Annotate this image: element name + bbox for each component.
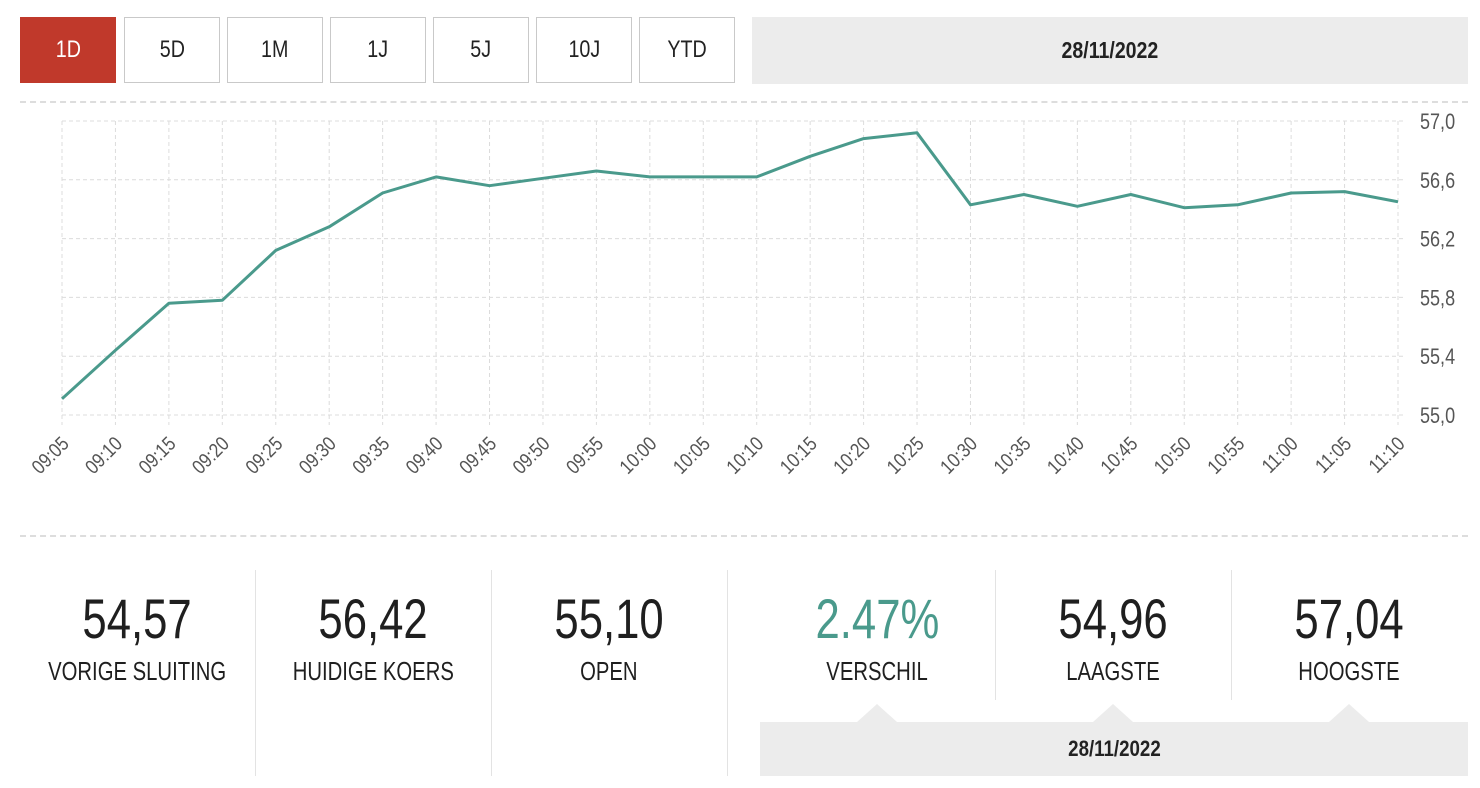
pointer-notch [1329, 704, 1369, 722]
stats-date: 28/11/2022 [760, 722, 1468, 776]
tab-label: 1M [261, 36, 289, 63]
x-tick-label: 11:00 [1257, 432, 1302, 477]
y-axis-ticks: 57,0 56,6 56,2 55,8 55,4 55,0 [1420, 110, 1455, 428]
stat-label-text: LAAGSTE [1066, 656, 1160, 686]
stat-separator [995, 570, 996, 700]
x-tick-label: 10:50 [1149, 432, 1195, 478]
stat-value: 55,10 [492, 586, 726, 651]
x-tick-label: 11:10 [1364, 432, 1409, 477]
tab-label: 1D [55, 36, 81, 63]
stat-open: 55,10 OPEN [492, 568, 726, 776]
stat-change: 2.47% VERSCHIL [760, 568, 994, 776]
price-chart: 57,0 56,6 56,2 55,8 55,4 55,0 09:05 09:10 09:15… [27, 110, 1455, 478]
x-tick-label: 10:30 [935, 432, 981, 478]
stat-value: 54,96 [996, 586, 1230, 651]
stat-label: HUIDIGE KOERS [256, 656, 490, 687]
stat-low: 54,96 LAAGSTE [996, 568, 1230, 776]
stat-value: 2.47% [760, 586, 994, 651]
x-tick-label: 09:45 [455, 432, 501, 478]
x-tick-label: 10:00 [615, 432, 661, 478]
x-tick-label: 10:35 [989, 432, 1035, 478]
stat-value: 57,04 [1232, 586, 1466, 651]
tab-label: 5D [159, 36, 185, 63]
stat-label-text: VERSCHIL [826, 656, 928, 686]
stat-value: 56,42 [256, 586, 490, 651]
stats-date-text: 28/11/2022 [1067, 736, 1161, 761]
tab-1m[interactable]: 1M [227, 17, 323, 83]
x-tick-label: 10:55 [1203, 432, 1249, 478]
stat-label: HOOGSTE [1232, 656, 1466, 687]
price-line [60, 131, 1399, 400]
tab-1d[interactable]: 1D [20, 17, 116, 83]
tab-ytd[interactable]: YTD [639, 17, 735, 83]
stat-separator [727, 570, 728, 776]
x-tick-label: 10:20 [829, 432, 875, 478]
y-tick-label: 57,0 [1420, 110, 1455, 134]
tab-label: 1J [367, 36, 389, 63]
stat-value-text: 55,10 [554, 587, 664, 650]
y-tick-label: 56,6 [1420, 169, 1455, 193]
stat-value-text: 2.47% [815, 587, 939, 650]
tab-10j[interactable]: 10J [536, 17, 632, 83]
x-tick-label: 09:35 [348, 432, 394, 478]
y-tick-label: 55,0 [1420, 404, 1455, 428]
stat-current-price: 56,42 HUIDIGE KOERS [256, 568, 490, 776]
pointer-notch [857, 704, 897, 722]
stat-high: 57,04 HOOGSTE [1232, 568, 1466, 776]
tab-label: 10J [568, 36, 600, 63]
stat-value: 54,57 [20, 586, 254, 651]
divider-middle [20, 535, 1468, 537]
pointer-notch [1093, 704, 1133, 722]
x-tick-label: 10:15 [775, 432, 821, 478]
x-tick-label: 11:05 [1310, 432, 1355, 477]
x-tick-label: 09:55 [561, 432, 607, 478]
stat-previous-close: 54,57 VORIGE SLUITING [20, 568, 254, 776]
x-tick-label: 10:10 [722, 432, 768, 478]
tab-5d[interactable]: 5D [124, 17, 220, 83]
x-axis-ticks: 09:05 09:10 09:15 09:20 09:25 09:30 09:35 09:40… [27, 432, 1409, 478]
selected-date-text: 28/11/2022 [1061, 37, 1159, 63]
x-tick-label: 09:50 [508, 432, 554, 478]
x-tick-label: 09:05 [27, 432, 73, 478]
tab-5j[interactable]: 5J [433, 17, 529, 83]
x-tick-label: 09:40 [401, 432, 447, 478]
chart-grid [61, 120, 1406, 425]
tab-label: YTD [667, 36, 707, 63]
stat-value-text: 54,57 [82, 587, 192, 650]
selected-date[interactable]: 28/11/2022 [752, 17, 1468, 84]
stat-label-text: VORIGE SLUITING [47, 656, 227, 686]
stat-label-text: HOOGSTE [1298, 656, 1400, 686]
y-tick-label: 55,4 [1420, 346, 1455, 370]
x-tick-label: 09:20 [187, 432, 233, 478]
x-tick-label: 10:45 [1096, 432, 1142, 478]
x-tick-label: 09:30 [294, 432, 340, 478]
stat-label: LAAGSTE [996, 656, 1230, 687]
x-tick-label: 10:40 [1042, 432, 1088, 478]
x-tick-label: 10:05 [668, 432, 714, 478]
tab-1j[interactable]: 1J [330, 17, 426, 83]
x-tick-label: 10:25 [882, 432, 928, 478]
stat-separator [491, 570, 492, 776]
stat-separator [255, 570, 256, 776]
stat-label-text: OPEN [580, 656, 638, 686]
x-tick-label: 09:15 [134, 432, 180, 478]
x-tick-label: 09:25 [241, 432, 287, 478]
stat-separator [1231, 570, 1232, 700]
divider-top [20, 101, 1468, 103]
tab-label: 5J [470, 36, 492, 63]
stat-label: OPEN [492, 656, 726, 687]
y-tick-label: 56,2 [1420, 228, 1455, 252]
stat-label: VORIGE SLUITING [20, 656, 254, 687]
stat-value-text: 57,04 [1294, 587, 1404, 650]
x-tick-label: 09:10 [80, 432, 126, 478]
stat-value-text: 56,42 [318, 587, 428, 650]
y-tick-label: 55,8 [1420, 287, 1455, 311]
stat-label-text: HUIDIGE KOERS [292, 656, 454, 686]
stat-value-text: 54,96 [1058, 587, 1168, 650]
stat-label: VERSCHIL [760, 656, 994, 687]
series-layer [60, 131, 1399, 400]
